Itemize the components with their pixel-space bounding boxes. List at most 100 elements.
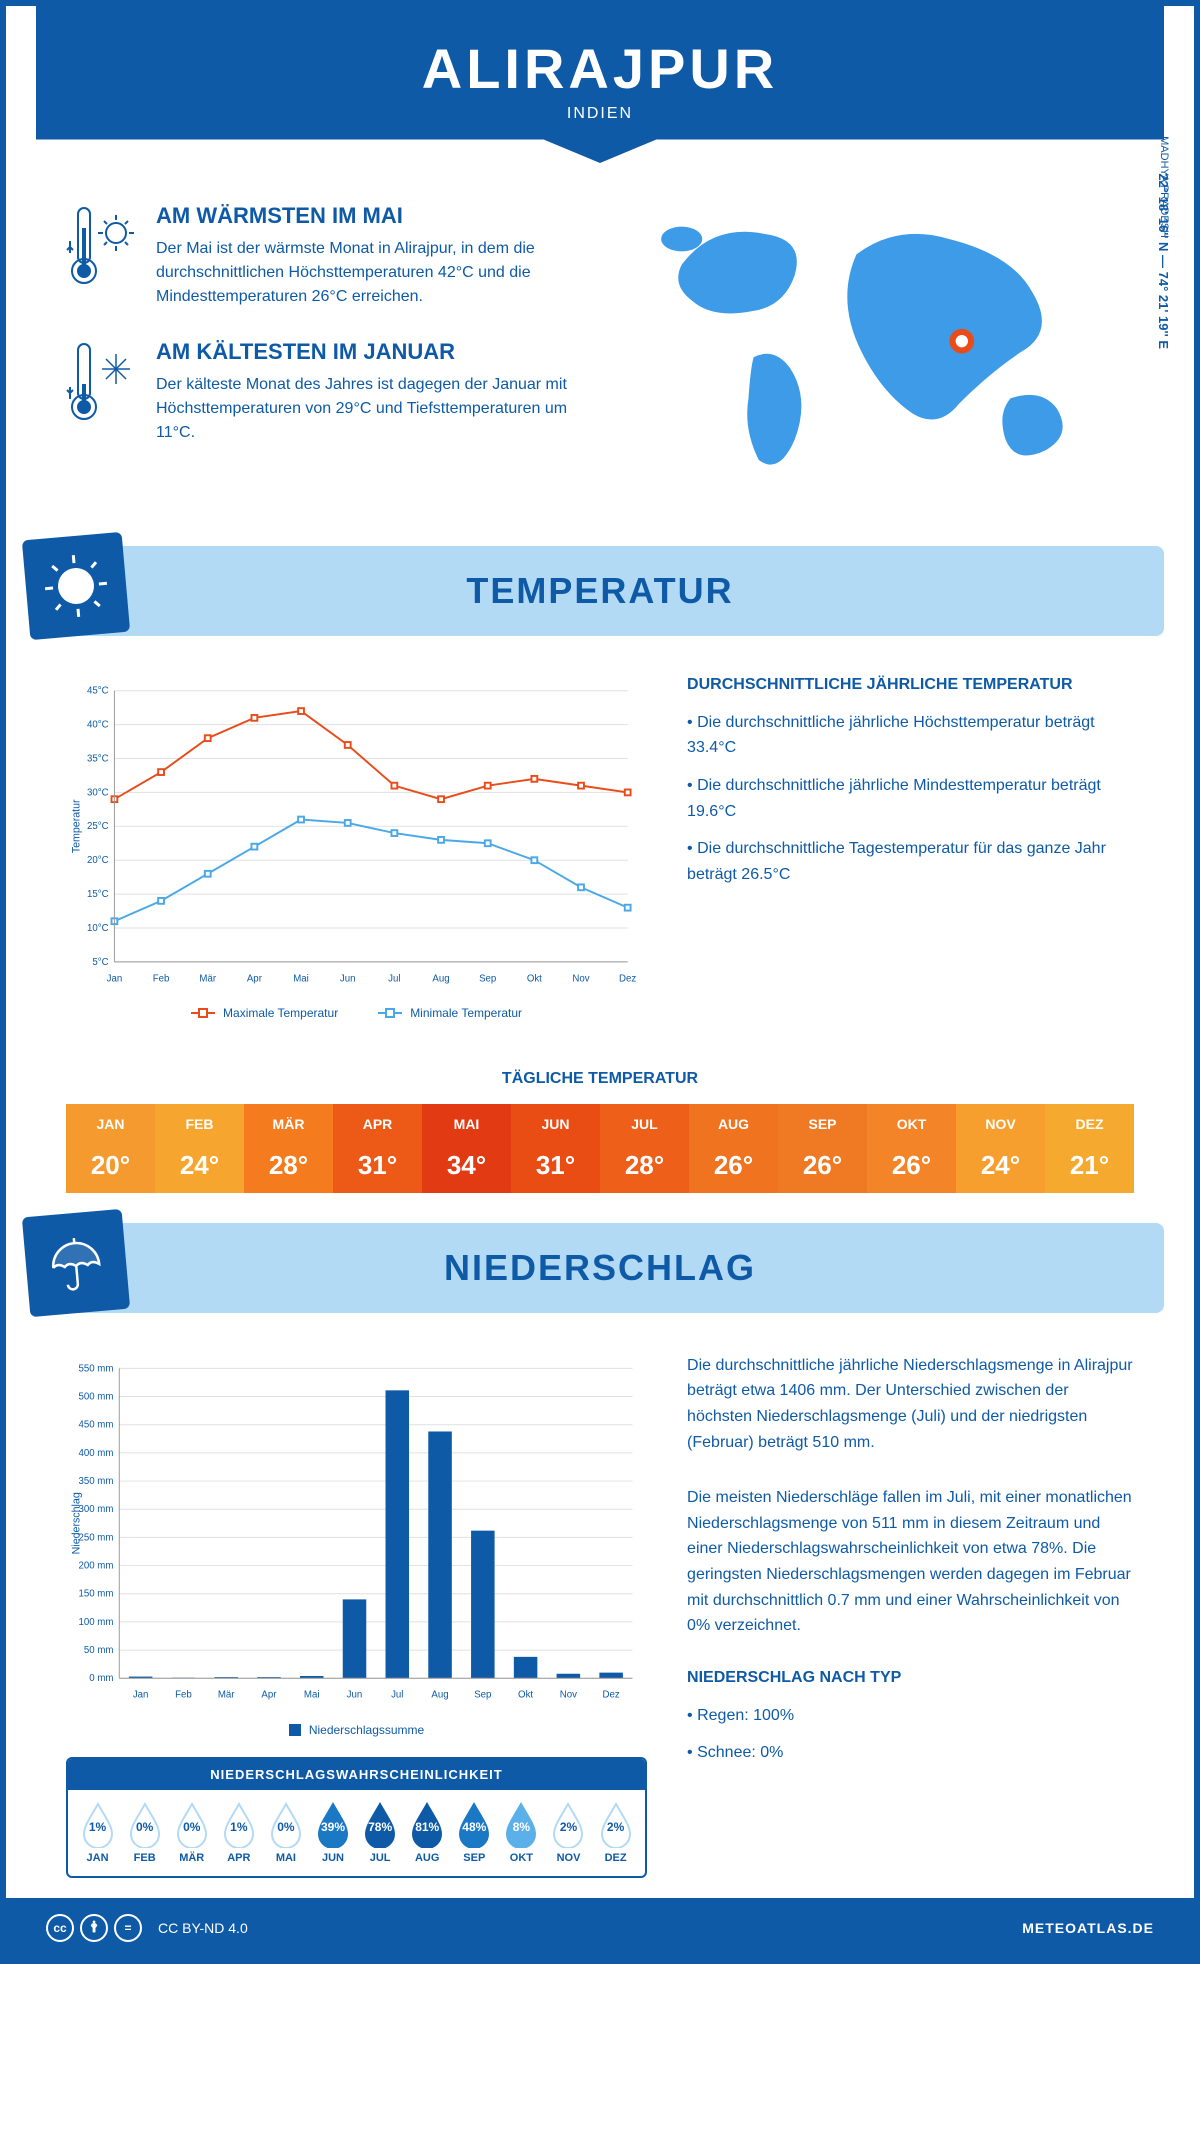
daily-cell: AUG26°	[689, 1104, 778, 1193]
drop-icon: 1%	[80, 1802, 116, 1848]
temp-text-p3: • Die durchschnittliche Tagestemperatur …	[687, 836, 1134, 887]
thermometer-cold-icon	[66, 339, 136, 445]
temp-section-title: TEMPERATUR	[36, 570, 1164, 612]
precip-p3: • Regen: 100%	[687, 1703, 1134, 1729]
precip-h: NIEDERSCHLAG NACH TYP	[687, 1669, 1134, 1687]
coldest-text: Der kälteste Monat des Jahres ist dagege…	[156, 373, 580, 445]
prob-cell: 39% JUN	[311, 1802, 354, 1864]
precip-bar-chart: 0 mm50 mm100 mm150 mm200 mm250 mm300 mm3…	[66, 1353, 647, 1713]
prob-cell: 0% FEB	[123, 1802, 166, 1864]
daily-cell: JUN31°	[511, 1104, 600, 1193]
cc-icon: cc	[46, 1914, 74, 1942]
prob-cell: 48% SEP	[453, 1802, 496, 1864]
temp-line-chart: 5°C10°C15°C20°C25°C30°C35°C40°C45°CJanFe…	[66, 676, 647, 996]
precip-section: 0 mm50 mm100 mm150 mm200 mm250 mm300 mm3…	[6, 1333, 1194, 1898]
daily-cell: SEP26°	[778, 1104, 867, 1193]
header: ALIRAJPUR INDIEN	[36, 6, 1164, 163]
svg-text:450 mm: 450 mm	[78, 1419, 113, 1430]
temp-chart-col: 5°C10°C15°C20°C25°C30°C35°C40°C45°CJanFe…	[66, 676, 647, 1020]
footer: cc 🛉 = CC BY-ND 4.0 METEOATLAS.DE	[6, 1898, 1194, 1958]
svg-text:Apr: Apr	[261, 1689, 277, 1700]
svg-text:500 mm: 500 mm	[78, 1391, 113, 1402]
world-map-icon	[620, 203, 1134, 491]
precip-p2: Die meisten Niederschläge fallen im Juli…	[687, 1485, 1134, 1639]
nd-icon: =	[114, 1914, 142, 1942]
by-icon: 🛉	[80, 1914, 108, 1942]
drop-icon: 2%	[550, 1802, 586, 1848]
legend-min-label: Minimale Temperatur	[410, 1006, 522, 1020]
svg-text:30°C: 30°C	[87, 787, 109, 798]
svg-text:40°C: 40°C	[87, 719, 109, 730]
svg-text:Jul: Jul	[391, 1689, 403, 1700]
page: ALIRAJPUR INDIEN AM WÄRMSTEN IM MAI Der …	[0, 0, 1200, 1964]
svg-text:350 mm: 350 mm	[78, 1476, 113, 1487]
daily-cell: JAN20°	[66, 1104, 155, 1193]
temp-text-p1: • Die durchschnittliche jährliche Höchst…	[687, 710, 1134, 761]
svg-text:Okt: Okt	[527, 973, 542, 984]
temp-section: 5°C10°C15°C20°C25°C30°C35°C40°C45°CJanFe…	[6, 656, 1194, 1040]
precip-legend-label: Niederschlagssumme	[309, 1723, 424, 1737]
svg-text:45°C: 45°C	[87, 685, 109, 696]
header-wrap: ALIRAJPUR INDIEN	[6, 6, 1194, 163]
prob-cell: 8% OKT	[500, 1802, 543, 1864]
svg-text:Niederschlag: Niederschlag	[71, 1492, 83, 1554]
svg-text:Temperatur: Temperatur	[71, 799, 83, 853]
svg-text:Mai: Mai	[293, 973, 309, 984]
daily-cell: APR31°	[333, 1104, 422, 1193]
page-subtitle: INDIEN	[36, 105, 1164, 123]
warmest-block: AM WÄRMSTEN IM MAI Der Mai ist der wärms…	[66, 203, 580, 309]
temp-text-title: DURCHSCHNITTLICHE JÄHRLICHE TEMPERATUR	[687, 676, 1134, 694]
sun-icon	[22, 532, 130, 640]
daily-cell: MAI34°	[422, 1104, 511, 1193]
svg-text:Jun: Jun	[340, 973, 356, 984]
daily-cell: DEZ21°	[1045, 1104, 1134, 1193]
temp-text-col: DURCHSCHNITTLICHE JÄHRLICHE TEMPERATUR •…	[687, 676, 1134, 1020]
temp-text-p2: • Die durchschnittliche jährliche Mindes…	[687, 773, 1134, 824]
drop-icon: 8%	[503, 1802, 539, 1848]
svg-text:250 mm: 250 mm	[78, 1532, 113, 1543]
coords-label: 22° 18' 16'' N — 74° 21' 19'' E	[1157, 174, 1172, 350]
page-title: ALIRAJPUR	[36, 36, 1164, 101]
svg-text:Dez: Dez	[603, 1689, 620, 1700]
prob-title: NIEDERSCHLAGSWAHRSCHEINLICHKEIT	[68, 1759, 645, 1790]
precip-legend: Niederschlagssumme	[66, 1723, 647, 1737]
drop-icon: 0%	[127, 1802, 163, 1848]
prob-cell: 1% JAN	[76, 1802, 119, 1864]
svg-text:Mai: Mai	[304, 1689, 320, 1700]
license-text: CC BY-ND 4.0	[158, 1920, 248, 1936]
cc-license: cc 🛉 = CC BY-ND 4.0	[46, 1914, 248, 1942]
daily-cell: NOV24°	[956, 1104, 1045, 1193]
temp-banner: TEMPERATUR	[36, 546, 1164, 636]
precip-p1: Die durchschnittliche jährliche Niedersc…	[687, 1353, 1134, 1455]
prob-cell: 0% MAI	[264, 1802, 307, 1864]
precip-p4: • Schnee: 0%	[687, 1740, 1134, 1766]
svg-text:0 mm: 0 mm	[89, 1673, 113, 1684]
daily-cell: FEB24°	[155, 1104, 244, 1193]
drop-icon: 0%	[174, 1802, 210, 1848]
map-col: MADHYA PRADESH 22° 18' 16'' N — 74° 21' …	[620, 203, 1134, 496]
footer-brand: METEOATLAS.DE	[1022, 1920, 1154, 1936]
svg-text:Mär: Mär	[218, 1689, 235, 1700]
temp-legend: Maximale Temperatur Minimale Temperatur	[66, 1006, 647, 1020]
svg-text:300 mm: 300 mm	[78, 1504, 113, 1515]
prob-cell: 81% AUG	[406, 1802, 449, 1864]
svg-text:Jul: Jul	[388, 973, 400, 984]
daily-cell: JUL28°	[600, 1104, 689, 1193]
svg-text:20°C: 20°C	[87, 855, 109, 866]
svg-text:Apr: Apr	[247, 973, 263, 984]
svg-text:400 mm: 400 mm	[78, 1448, 113, 1459]
svg-text:Okt: Okt	[518, 1689, 533, 1700]
legend-max-label: Maximale Temperatur	[223, 1006, 338, 1020]
info-row: AM WÄRMSTEN IM MAI Der Mai ist der wärms…	[6, 163, 1194, 526]
svg-text:Jan: Jan	[107, 973, 123, 984]
prob-cell: 1% APR	[217, 1802, 260, 1864]
drop-icon: 1%	[221, 1802, 257, 1848]
daily-cell: MÄR28°	[244, 1104, 333, 1193]
daily-title: TÄGLICHE TEMPERATUR	[6, 1070, 1194, 1088]
drop-icon: 2%	[598, 1802, 634, 1848]
svg-text:Nov: Nov	[560, 1689, 577, 1700]
svg-text:15°C: 15°C	[87, 889, 109, 900]
coldest-block: AM KÄLTESTEN IM JANUAR Der kälteste Mona…	[66, 339, 580, 445]
drop-icon: 81%	[409, 1802, 445, 1848]
svg-text:Nov: Nov	[572, 973, 589, 984]
